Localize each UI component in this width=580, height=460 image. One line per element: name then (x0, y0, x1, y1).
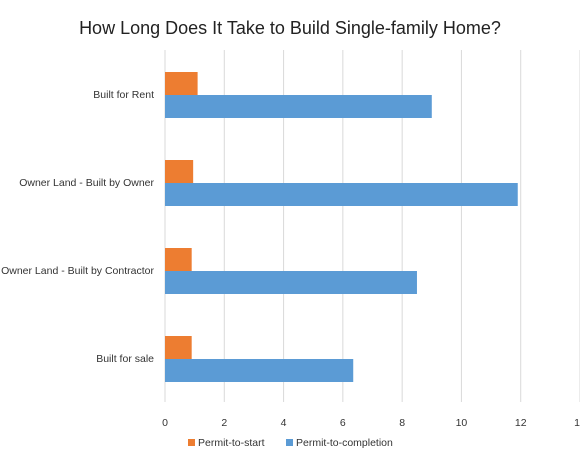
bar-permit-to-start (165, 248, 192, 271)
bar-permit-to-completion (165, 271, 417, 294)
category-label: Owner Land - Built by Contractor (1, 265, 154, 277)
x-tick-label: 14 (574, 417, 580, 429)
category-label: Built for Rent (93, 89, 154, 101)
category-label: Owner Land - Built by Owner (19, 177, 154, 189)
bar-permit-to-completion (165, 359, 354, 382)
legend: Permit-to-start Permit-to-completion (188, 437, 393, 449)
x-tick-label: 12 (515, 417, 527, 429)
x-axis-ticks: 0 2 4 6 8 10 12 14 (162, 417, 580, 429)
x-tick-label: 2 (221, 417, 227, 429)
x-tick-label: 10 (456, 417, 468, 429)
bar-permit-to-start (165, 160, 194, 183)
category-labels: Built for Rent Owner Land - Built by Owne… (1, 89, 154, 365)
legend-swatch (188, 439, 195, 446)
x-tick-label: 4 (281, 417, 287, 429)
bar-permit-to-start (165, 72, 198, 95)
x-tick-label: 8 (399, 417, 405, 429)
category-label: Built for sale (96, 353, 154, 365)
legend-label: Permit-to-start (198, 437, 265, 449)
chart-title: How Long Does It Take to Build Single-fa… (79, 18, 501, 38)
legend-label: Permit-to-completion (296, 437, 393, 449)
x-tick-label: 6 (340, 417, 346, 429)
x-tick-label: 0 (162, 417, 168, 429)
bar-permit-to-start (165, 336, 192, 359)
bar-permit-to-completion (165, 95, 432, 118)
legend-swatch (286, 439, 293, 446)
bar-permit-to-completion (165, 183, 518, 206)
bars (165, 72, 518, 382)
